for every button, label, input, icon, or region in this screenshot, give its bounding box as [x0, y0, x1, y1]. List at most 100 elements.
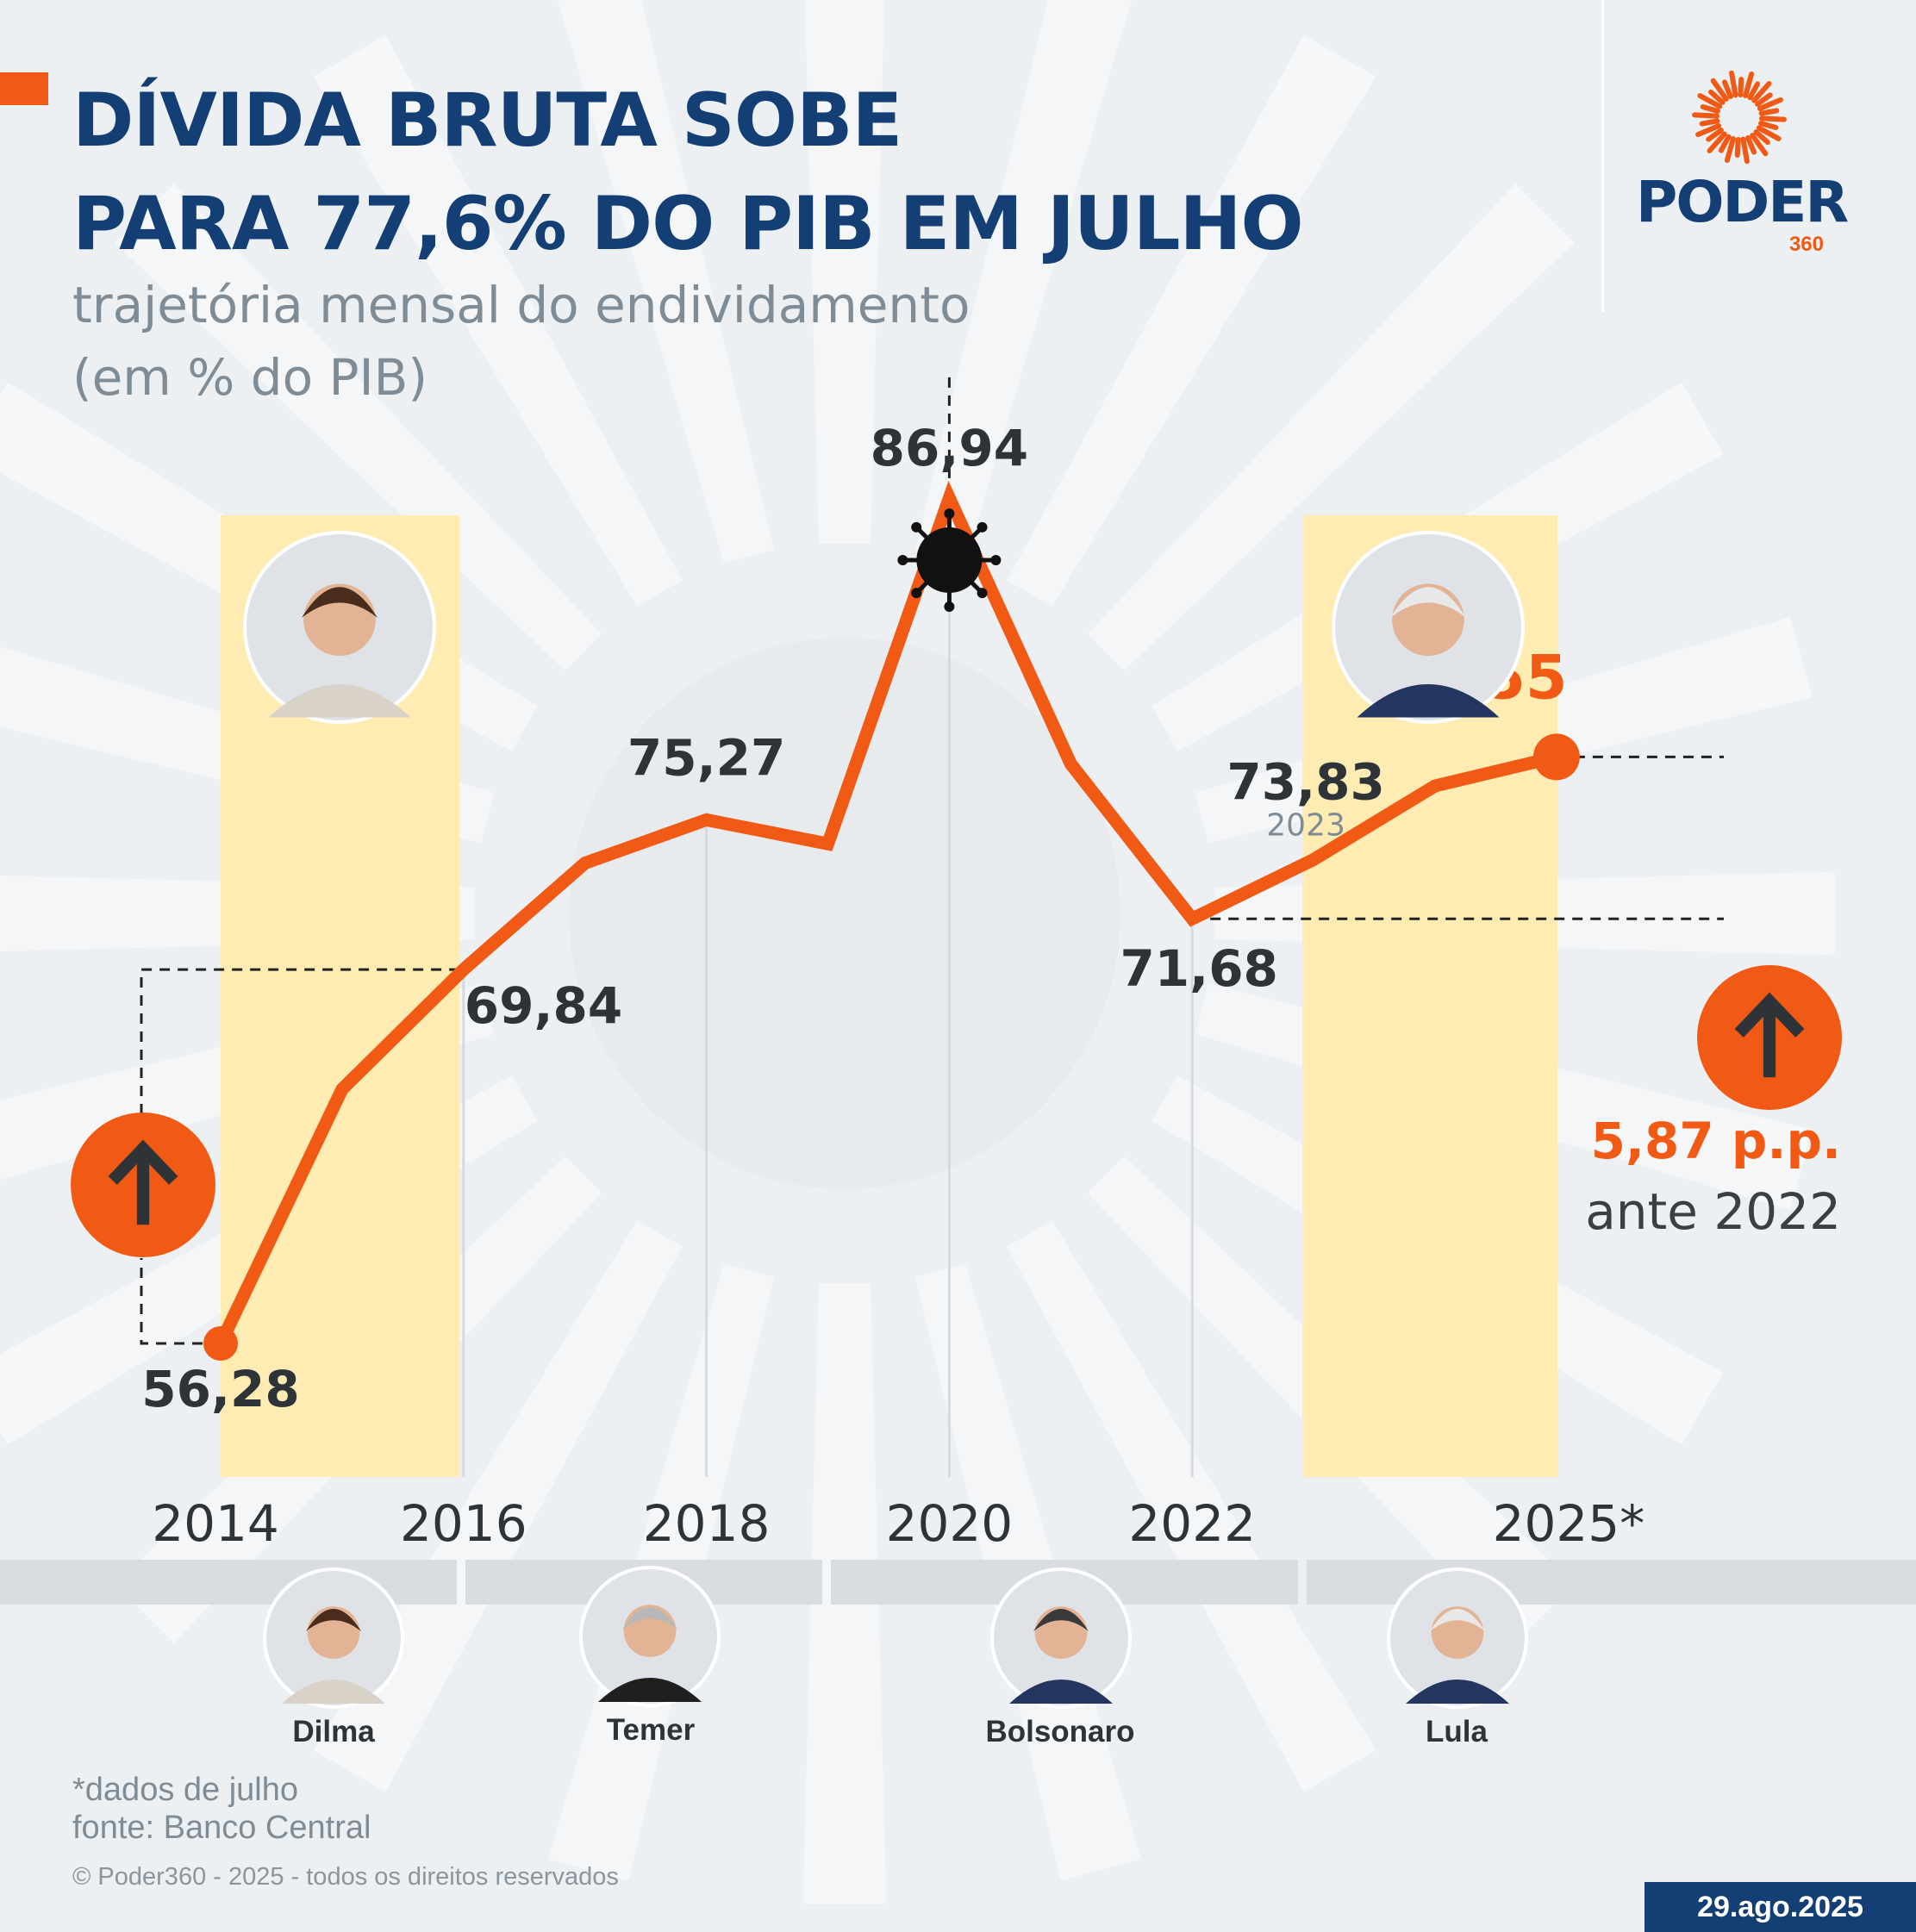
x-tick-label: 2025* [1493, 1494, 1645, 1553]
president-name-lula: Lula [1426, 1715, 1488, 1748]
x-tick-label: 2014 [152, 1494, 279, 1553]
portrait-hair [306, 1609, 361, 1631]
portrait-dilma-large [243, 531, 436, 724]
logo-ray [1738, 77, 1744, 98]
logo-ray [1724, 136, 1736, 164]
x-tick-label: 2022 [1128, 1494, 1256, 1553]
sunburst-ray [1007, 34, 1376, 607]
arrow-up-badge-right [1697, 965, 1842, 1110]
portrait-bolsonaro [990, 1567, 1132, 1709]
data-label: 75,27 [627, 728, 785, 787]
logo-number: 360 [1788, 233, 1824, 256]
portrait-dilma [263, 1567, 404, 1709]
logo-ray [1706, 128, 1724, 142]
portrait-lula [1387, 1567, 1528, 1709]
logo-ray [1757, 97, 1783, 111]
sunburst-ray [1007, 1220, 1376, 1792]
chart-subtitle: trajetória mensal do endividamento (em %… [72, 269, 970, 414]
logo-ray [1729, 70, 1738, 98]
virus-spike-tip [990, 555, 1002, 565]
president-name-bolsonaro: Bolsonaro [985, 1715, 1135, 1748]
data-label-sub: 2023 [1266, 807, 1345, 843]
portrait-shoulders [268, 684, 411, 718]
publish-date: 29.ago.2025 [1645, 1882, 1916, 1932]
portrait-hair [1430, 1609, 1485, 1631]
arrow-up-icon [108, 1139, 178, 1225]
portrait-hair [302, 587, 378, 618]
logo-divider [1601, 0, 1604, 312]
logo-ray [1745, 134, 1757, 155]
footnote: *dados de julho [72, 1772, 298, 1808]
sunburst-ray [558, 0, 775, 564]
logo-ray [1758, 115, 1787, 122]
sunburst-ray [313, 34, 683, 607]
logo-ray [1707, 131, 1727, 153]
logo-ray [1708, 89, 1726, 105]
title-line-1: DÍVIDA BRUTA SOBE [72, 78, 902, 164]
virus-spike-tip [911, 588, 922, 599]
term-bar-lula [1307, 1560, 1916, 1605]
portrait-lula-large [1332, 531, 1525, 724]
president-name-dilma: Dilma [292, 1715, 375, 1748]
end-point [1532, 733, 1580, 781]
logo-ray [1740, 136, 1750, 165]
logo-ray [1718, 134, 1732, 153]
portrait-shoulders [1357, 684, 1500, 718]
portrait-hair [1033, 1609, 1089, 1631]
sunburst-ray [313, 1220, 683, 1792]
logo-ray [1697, 93, 1723, 109]
portrait-shoulders [1009, 1680, 1113, 1704]
portrait-shoulders [1406, 1680, 1509, 1704]
chart-title: DÍVIDA BRUTA SOBE PARA 77,6% DO PIB EM J… [72, 69, 1304, 276]
portrait-hair [622, 1607, 677, 1630]
logo-wordmark: PODER [1636, 169, 1849, 235]
logo-ray [1699, 118, 1720, 127]
title-line-2: PARA 77,6% DO PIB EM JULHO [72, 181, 1304, 267]
logo-ray [1756, 125, 1782, 141]
logo-ray [1721, 79, 1733, 100]
subtitle-line-1: trajetória mensal do endividamento [72, 276, 970, 334]
x-tick-label: 2020 [886, 1494, 1014, 1553]
logo-ray [1758, 121, 1779, 130]
data-label: 56,28 [141, 1360, 299, 1418]
start-point [203, 1326, 238, 1362]
virus-spike-tip [944, 508, 955, 519]
sunburst-ray [804, 0, 885, 545]
subtitle-line-2: (em % do PIB) [72, 348, 428, 407]
sunburst-logo-icon [1692, 70, 1787, 165]
change-note: ante 2022 [1585, 1182, 1841, 1241]
virus-spike-tip [897, 555, 908, 565]
presidents-strip [0, 1560, 1916, 1709]
virus-body [916, 527, 983, 593]
logo-ray [1743, 71, 1755, 98]
portrait-temer [579, 1566, 721, 1707]
logo-ray [1755, 92, 1773, 107]
change-value: 5,87 p.p. [1590, 1112, 1841, 1170]
sunburst-ray [1088, 184, 1575, 670]
poder360-logo: PODER 360 [1636, 67, 1849, 265]
logo-ray [1710, 78, 1729, 102]
arrow-up-icon [1734, 992, 1805, 1078]
sunburst-ray [115, 184, 602, 670]
x-tick-label: 2016 [400, 1494, 527, 1553]
data-label: 86,94 [871, 419, 1028, 477]
virus-spike-tip [977, 521, 988, 533]
portrait-shoulders [282, 1680, 385, 1704]
logo-ray [1695, 123, 1722, 138]
data-label: 73,83 [1226, 752, 1384, 811]
logo-ray [1758, 108, 1780, 116]
logo-ray [1700, 104, 1720, 114]
data-label: 69,84 [465, 976, 622, 1035]
data-label: 71,68 [1120, 939, 1277, 998]
x-tick-label: 2018 [643, 1494, 771, 1553]
series-line [214, 480, 1563, 1350]
guide-start [140, 1258, 221, 1345]
virus-spike-tip [944, 601, 955, 612]
logo-ray [1747, 81, 1761, 101]
arrow-up-badge-left [71, 1112, 215, 1257]
copyright: © Poder360 - 2025 - todos os direitos re… [72, 1863, 619, 1891]
logo-ray [1751, 81, 1772, 103]
virus-spike-tip [977, 588, 988, 599]
